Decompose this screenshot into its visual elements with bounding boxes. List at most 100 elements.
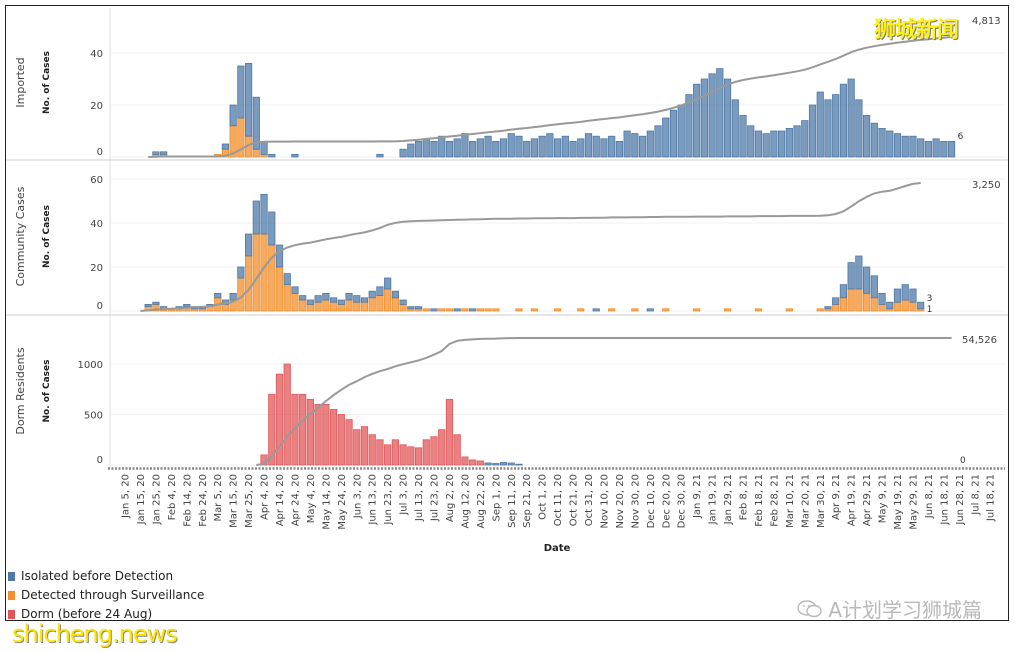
bar-dorm-before-aug- [414, 447, 423, 466]
bar-isolated-before-detection [515, 463, 523, 466]
bar-isolated-before-detection [855, 99, 863, 158]
bar-isolated-before-detection [662, 117, 670, 158]
x-tick-label: Aug 2, 20 [445, 474, 456, 522]
legend-item-surveillance: Detected through Surveillance [8, 586, 204, 605]
bar-detected-through-surveillance [360, 301, 369, 312]
bar-isolated-before-detection [260, 193, 268, 235]
bar-isolated-before-detection [623, 130, 631, 158]
bar-isolated-before-detection [893, 133, 902, 158]
bar-isolated-before-detection [476, 138, 484, 158]
bar-isolated-before-detection [492, 463, 500, 466]
bar-detected-through-surveillance [445, 308, 454, 312]
bar-dorm-before-aug- [345, 419, 353, 466]
bar-isolated-before-detection [237, 266, 245, 279]
x-tick-label: Oct 1, 20 [538, 474, 549, 520]
bar-isolated-before-detection [793, 125, 801, 158]
legend-swatch-blue [8, 572, 15, 581]
x-tick-label: Apr 29, 21 [862, 474, 873, 526]
bar-detected-through-surveillance [337, 303, 345, 312]
x-axis: Jan 5, 20 Jan 15, 20 Jan 25, 20 Feb 4, 20 Fe… [108, 467, 1005, 530]
x-axis-title: Date [544, 543, 571, 554]
bar-dorm-before-aug- [337, 414, 345, 466]
bar-dorm-before-aug- [445, 398, 454, 466]
bar-isolated-before-detection [368, 290, 376, 299]
bar-detected-through-surveillance [306, 303, 315, 312]
bar-isolated-before-detection [244, 233, 253, 257]
y-tick-label: 60 [90, 175, 103, 186]
x-tick-label: Jun 28, 21 [955, 474, 966, 526]
bar-isolated-before-detection [268, 211, 276, 246]
bar-detected-through-surveillance [631, 308, 639, 312]
bar-dorm-before-aug- [283, 363, 291, 466]
bar-isolated-before-detection [422, 138, 430, 158]
bar-isolated-before-detection [700, 78, 708, 158]
bar-isolated-before-detection [708, 73, 716, 158]
x-tick-label: May 4, 20 [306, 474, 317, 523]
bar-detected-through-surveillance [554, 308, 562, 312]
x-tick-label: Mar 30, 21 [816, 474, 827, 528]
bar-isolated-before-detection [322, 292, 330, 301]
x-tick-label: Jan 19, 21 [708, 474, 719, 525]
x-tick-label: Jun 8, 21 [924, 474, 935, 519]
bar-detected-through-surveillance [461, 308, 469, 312]
bar-isolated-before-detection [329, 297, 338, 303]
bar-isolated-before-detection [901, 284, 909, 301]
bar-isolated-before-detection [778, 130, 786, 158]
x-tick-label: Jun 3, 20 [352, 474, 363, 519]
bar-detected-through-surveillance [870, 297, 878, 312]
bar-isolated-before-detection [360, 297, 369, 303]
bar-isolated-before-detection [492, 140, 500, 158]
bar-isolated-before-detection [893, 288, 902, 303]
bar-isolated-before-detection [484, 462, 492, 466]
bar-isolated-before-detection [530, 138, 539, 158]
bar-detected-through-surveillance [299, 299, 307, 312]
x-tick-label: May 9, 21 [878, 474, 889, 523]
x-tick-label: Aug 12, 20 [460, 474, 471, 529]
bar-isolated-before-detection [214, 292, 222, 299]
legend-item-dorm: Dorm (before 24 Aug) [8, 605, 204, 624]
x-tick-label: Mar 20, 21 [800, 474, 811, 528]
bar-dorm-before-aug- [384, 444, 392, 466]
x-tick-label: Dec 20, 20 [661, 474, 672, 528]
bar-isolated-before-detection [237, 65, 245, 119]
y-tick-label: 500 [84, 411, 103, 422]
bar-isolated-before-detection [847, 78, 855, 158]
x-tick-label: Feb 8, 21 [739, 474, 750, 520]
x-tick-label: Oct 21, 20 [569, 474, 580, 526]
bar-detected-through-surveillance [723, 308, 732, 312]
bar-isolated-before-detection [252, 96, 260, 150]
cumulative-total-label: 4,813 [972, 16, 1001, 27]
bar-isolated-before-detection [592, 135, 600, 158]
y-tick-label: 1000 [78, 360, 103, 371]
bar-detected-through-surveillance [515, 308, 523, 312]
bar-isolated-before-detection [785, 127, 793, 158]
bar-isolated-before-detection [577, 138, 585, 158]
bar-isolated-before-detection [940, 140, 948, 158]
bar-isolated-before-detection [152, 151, 160, 155]
bar-isolated-before-detection [407, 143, 415, 158]
bar-detected-through-surveillance [322, 299, 330, 312]
bar-dorm-before-aug- [299, 393, 307, 466]
bar-detected-through-surveillance [376, 295, 384, 312]
bar-detected-through-surveillance [252, 148, 260, 158]
bar-dorm-before-aug- [407, 446, 415, 466]
bar-detected-through-surveillance [329, 301, 338, 312]
bar-detected-through-surveillance [577, 308, 585, 312]
bar-isolated-before-detection [909, 135, 917, 158]
x-tick-label: Mar 10, 21 [785, 474, 796, 528]
bar-dorm-before-aug- [322, 403, 330, 466]
last-value-label: 6 [958, 132, 964, 142]
bar-isolated-before-detection [376, 286, 384, 296]
bar-dorm-before-aug- [329, 409, 338, 466]
x-tick-label: Feb 24, 20 [198, 474, 209, 527]
bar-isolated-before-detection [747, 125, 755, 158]
x-tick-label: Jan 29, 21 [723, 474, 734, 525]
bar-isolated-before-detection [283, 273, 291, 286]
bar-detected-through-surveillance [855, 288, 863, 312]
x-tick-label: Jun 13, 20 [368, 474, 379, 526]
x-tick-label: Jul 13, 20 [414, 474, 425, 522]
bar-detected-through-surveillance [816, 308, 824, 312]
bar-dorm-before-aug- [360, 426, 369, 466]
bar-dorm-before-aug- [422, 439, 430, 466]
x-tick-label: Sep 1, 20 [491, 474, 502, 521]
